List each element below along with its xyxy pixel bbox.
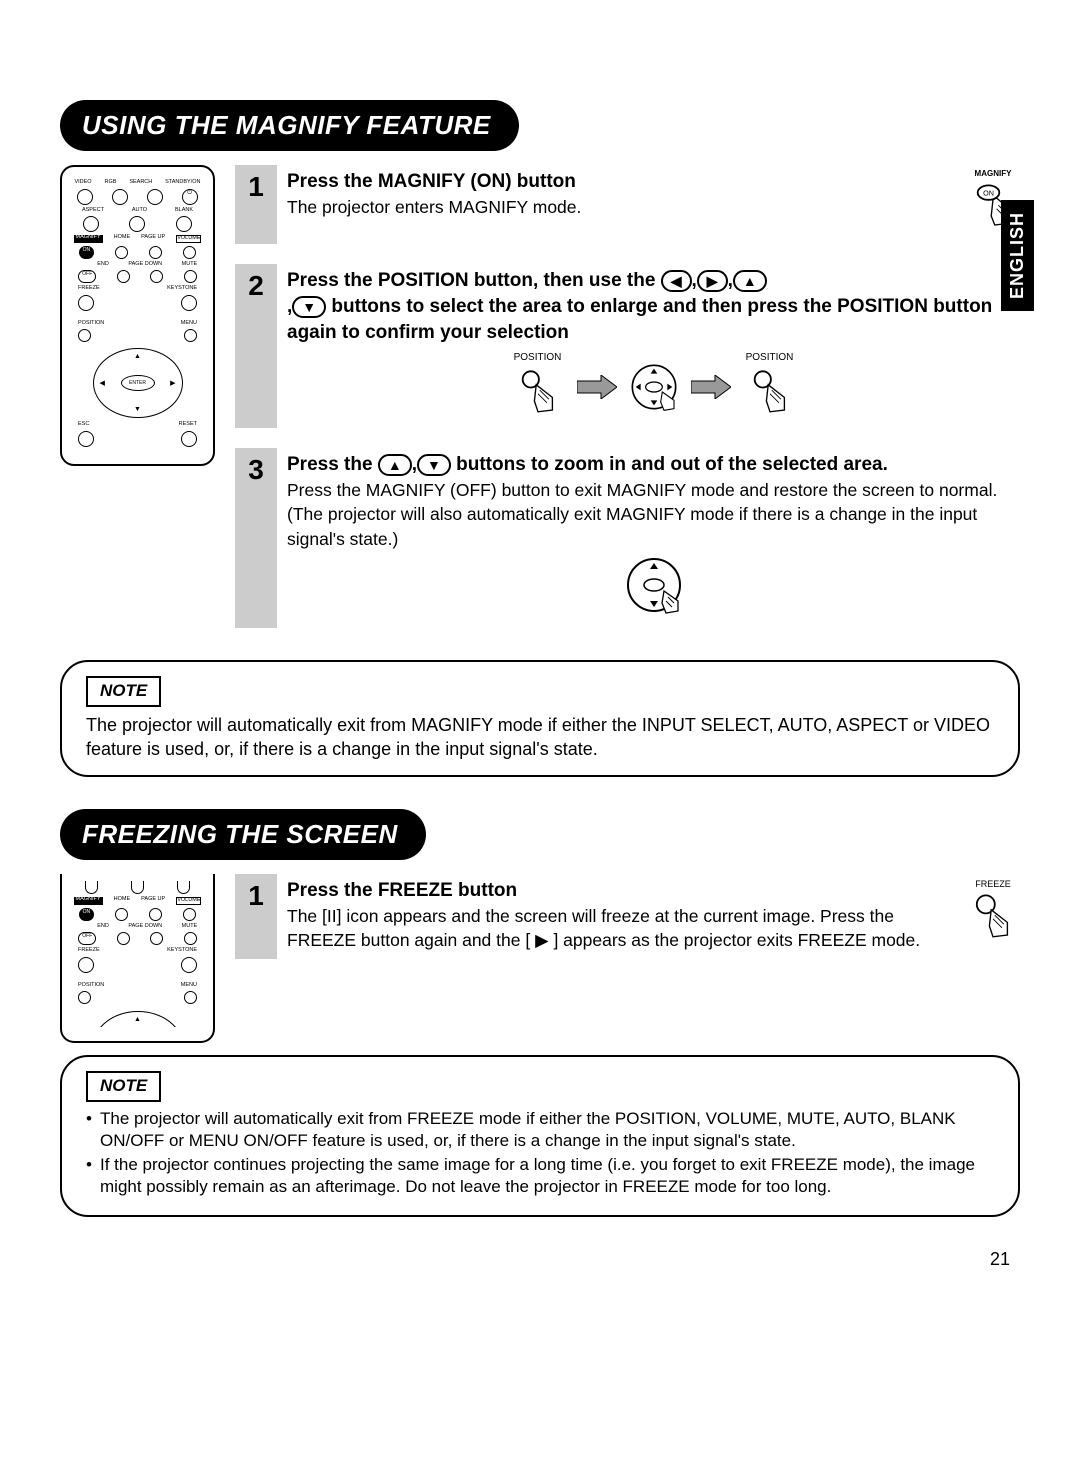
- step-1: 1 MAGNIFY ON Press the MAGNIFY (ON) butt…: [235, 165, 1020, 244]
- note-text: The projector will automatically exit fr…: [86, 713, 998, 762]
- freeze-step-1: 1 FREEZE Press the FREEZE button The [II…: [235, 874, 1020, 959]
- freeze-step-body: The [II] icon appears and the screen wil…: [287, 906, 920, 951]
- nav-pad: ▲ ▼ ◀ ▶ ENTER: [93, 348, 183, 418]
- right-button-icon: ▶: [697, 270, 728, 292]
- standby-icon: ⏻: [182, 189, 198, 205]
- up-button-icon: ▲: [378, 454, 412, 476]
- note-freeze: NOTE The projector will automatically ex…: [60, 1055, 1020, 1216]
- step-2: 2 Press the POSITION button, then use th…: [235, 264, 1020, 428]
- step-1-title: Press the MAGNIFY (ON) button: [287, 171, 576, 192]
- note-label: NOTE: [86, 676, 161, 707]
- freeze-icon: FREEZE: [966, 878, 1020, 949]
- step-number: 1: [235, 165, 277, 244]
- arrow-icon: [691, 375, 731, 399]
- dpad-updown-icon: [624, 555, 684, 615]
- dpad-icon: [629, 362, 679, 412]
- step-3-body: Press the MAGNIFY (OFF) button to exit M…: [287, 480, 997, 549]
- mute-icon: [184, 270, 197, 283]
- down-button-icon: ▼: [417, 454, 451, 476]
- step-3: 3 Press the ▲,▼ buttons to zoom in and o…: [235, 448, 1020, 628]
- left-button-icon: ◀: [661, 270, 692, 292]
- step-2-diagram: POSITION POSITION: [287, 351, 1020, 422]
- section-header-freeze: FREEZING THE SCREEN: [60, 809, 426, 860]
- freeze-content: MAGNIFYHOMEPAGE UPVOLUME ON ENDPAGE DOWN…: [60, 874, 1020, 1043]
- note-bullet: The projector will automatically exit fr…: [86, 1108, 998, 1152]
- down-button-icon: ▼: [292, 296, 326, 318]
- remote-diagram: VIDEORGBSEARCHSTANDBY/ON ⏻ ASPECTAUTOBLA…: [60, 165, 215, 466]
- magnify-content: VIDEORGBSEARCHSTANDBY/ON ⏻ ASPECTAUTOBLA…: [60, 165, 1020, 648]
- step-1-body: The projector enters MAGNIFY mode.: [287, 197, 581, 217]
- step-3-title: Press the ▲,▼ buttons to zoom in and out…: [287, 454, 888, 475]
- step-2-title: Press the POSITION button, then use the …: [287, 270, 992, 342]
- remote-diagram-partial: MAGNIFYHOMEPAGE UPVOLUME ON ENDPAGE DOWN…: [60, 874, 215, 1043]
- page-number: 21: [60, 1249, 1020, 1270]
- keystone-icon: [181, 295, 197, 311]
- arrow-icon: [577, 375, 617, 399]
- freeze-step-title: Press the FREEZE button: [287, 880, 517, 901]
- note-magnify: NOTE The projector will automatically ex…: [60, 660, 1020, 778]
- language-tab: ENGLISH: [1001, 200, 1034, 311]
- note-label: NOTE: [86, 1071, 161, 1102]
- note-bullet: If the projector continues projecting th…: [86, 1154, 998, 1198]
- play-triangle-icon: ▶: [535, 930, 548, 950]
- svg-text:ON: ON: [983, 188, 994, 197]
- up-button-icon: ▲: [733, 270, 767, 292]
- section-header-magnify: USING THE MAGNIFY FEATURE: [60, 100, 519, 151]
